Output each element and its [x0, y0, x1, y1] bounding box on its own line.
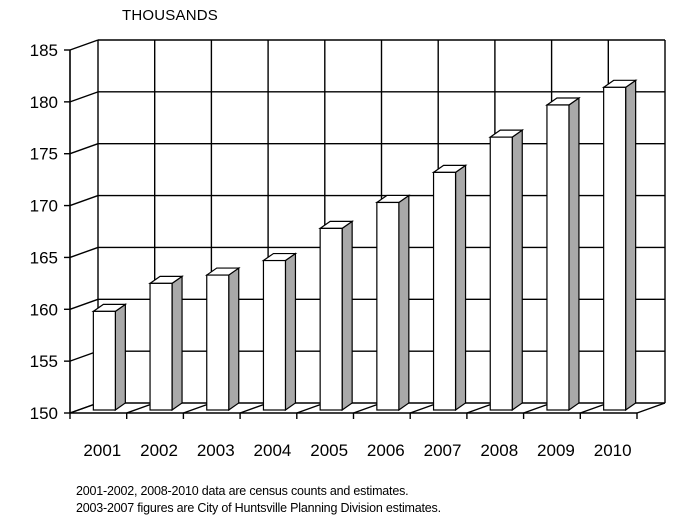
gridline-side-160: [69, 298, 99, 310]
bar-front: [432, 171, 457, 411]
bar-side: [454, 164, 467, 412]
bar-front: [262, 259, 287, 411]
bar-front: [546, 104, 570, 411]
gridline-side-185: [69, 39, 99, 51]
bar-2001: [91, 303, 128, 412]
bar-2003: [204, 266, 241, 412]
y-tick-label: 155: [30, 352, 58, 371]
bar-2004: [261, 252, 298, 412]
gridline-floor-10: [636, 402, 666, 414]
bar-front: [489, 136, 513, 411]
x-tick-label: 2004: [254, 441, 292, 460]
x-tick-label: 2009: [537, 441, 575, 460]
bar-side: [341, 220, 353, 412]
bar-side: [398, 194, 410, 412]
x-tick-label: 2010: [594, 441, 632, 460]
x-axis-ticks: 2001 2002 2003 2004 2005 2006 2007 2008 2009 2010: [69, 413, 638, 460]
bar-front: [603, 86, 627, 411]
y-tick-label: 170: [30, 197, 58, 216]
gridline-side-175: [69, 143, 99, 155]
bar-side: [114, 303, 126, 412]
y-axis-ticks: 150 155 160 165 170 175 180 185: [30, 41, 70, 423]
bar-2006: [374, 194, 411, 412]
bar-2005: [318, 220, 355, 412]
y-tick-label: 175: [30, 145, 58, 164]
bar-side: [171, 275, 183, 412]
x-tick-label: 2002: [140, 441, 178, 460]
y-tick-label: 185: [30, 41, 58, 60]
chart-bars: [91, 79, 638, 412]
x-tick-label: 2008: [480, 441, 518, 460]
bar-2010: [601, 79, 638, 412]
y-tick-label: 160: [30, 300, 58, 319]
gridline-side-170: [69, 194, 99, 207]
x-tick-label: 2006: [367, 441, 405, 460]
x-tick-label: 2007: [424, 441, 462, 460]
bar-side: [284, 252, 297, 412]
footnote-census: 2001-2002, 2008-2010 data are census cou…: [76, 484, 409, 498]
y-tick-label: 150: [30, 404, 58, 423]
bar-side: [568, 96, 580, 412]
bar-2007: [431, 164, 468, 412]
bar-front: [149, 282, 173, 411]
bar-front: [206, 274, 230, 411]
bar-front: [92, 310, 116, 411]
unit-label: THOUSANDS: [122, 7, 218, 24]
x-tick-label: 2003: [197, 441, 235, 460]
bar-side: [511, 128, 523, 412]
y-tick-label: 165: [30, 248, 58, 267]
bar-2009: [545, 96, 581, 412]
bar-side: [625, 79, 637, 412]
bar-front: [319, 227, 343, 411]
y-tick-label: 180: [30, 93, 58, 112]
bar-side: [228, 266, 240, 412]
bar-2008: [488, 128, 525, 412]
bar-front: [376, 201, 400, 411]
bar-2002: [148, 275, 184, 412]
x-tick-label: 2005: [310, 441, 348, 460]
footnote-estimates: 2003-2007 figures are City of Huntsville…: [76, 501, 441, 515]
gridline-side-180: [69, 91, 99, 103]
x-tick-label: 2001: [83, 441, 121, 460]
gridline-side-165: [69, 246, 99, 259]
